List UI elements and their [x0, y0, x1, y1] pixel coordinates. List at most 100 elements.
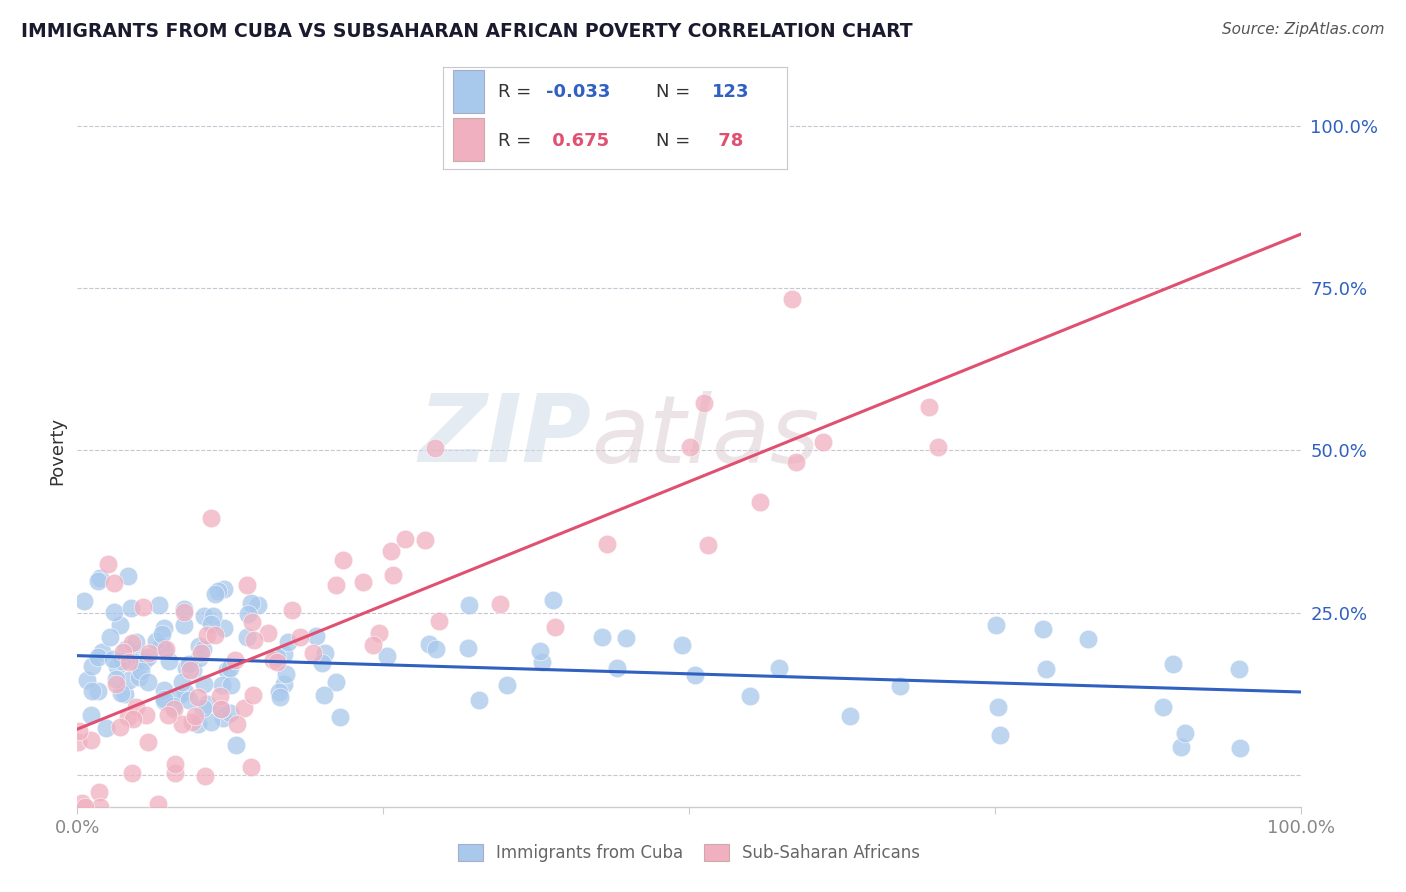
Point: [67, 735, 90, 749]
Point: [103, 575, 125, 590]
Point: [118, 673, 141, 687]
Point: [1229, 740, 1251, 755]
Point: [162, 698, 184, 713]
Point: [153, 692, 176, 706]
Point: [163, 702, 186, 716]
Point: [267, 685, 290, 699]
Point: [368, 626, 391, 640]
Point: [120, 601, 142, 615]
Point: [226, 716, 249, 731]
Point: [121, 765, 143, 780]
Point: [325, 675, 347, 690]
Point: [394, 533, 416, 547]
Point: [117, 710, 139, 724]
Point: [209, 701, 232, 715]
Point: [221, 678, 243, 692]
Point: [987, 700, 1010, 714]
Point: [314, 688, 336, 702]
Point: [73, 800, 96, 814]
Point: [235, 630, 257, 644]
Point: [173, 605, 195, 619]
Point: [110, 686, 132, 700]
Point: [80, 683, 103, 698]
Point: [425, 641, 447, 656]
Point: [183, 709, 205, 723]
Point: [134, 654, 156, 668]
Point: [105, 658, 128, 673]
Point: [110, 720, 132, 734]
Point: [266, 649, 288, 664]
Point: [988, 728, 1011, 742]
Point: [136, 675, 159, 690]
Point: [375, 648, 398, 663]
Point: [87, 684, 110, 698]
Point: [530, 655, 553, 669]
Point: [488, 597, 510, 611]
Point: [145, 634, 167, 648]
Point: [97, 558, 120, 572]
Point: [311, 657, 333, 671]
Point: [277, 635, 299, 649]
Text: Source: ZipAtlas.com: Source: ZipAtlas.com: [1222, 22, 1385, 37]
Point: [768, 661, 790, 675]
Point: [80, 658, 103, 673]
Point: [146, 797, 169, 811]
Point: [195, 697, 218, 711]
Point: [125, 656, 148, 670]
Y-axis label: Poverty: Poverty: [48, 417, 66, 484]
Point: [174, 684, 197, 698]
Point: [211, 678, 233, 692]
Point: [193, 609, 215, 624]
Point: [117, 655, 139, 669]
Point: [209, 702, 232, 716]
Point: [155, 642, 177, 657]
Point: [135, 708, 157, 723]
Point: [543, 620, 565, 634]
Point: [212, 711, 235, 725]
Point: [67, 723, 90, 738]
Point: [136, 650, 159, 665]
Point: [201, 609, 224, 624]
Point: [693, 396, 716, 410]
Point: [183, 663, 205, 677]
Point: [79, 708, 101, 723]
Point: [194, 769, 217, 783]
Point: [98, 630, 121, 644]
Point: [738, 689, 761, 703]
Point: [679, 440, 702, 454]
Point: [152, 642, 174, 657]
Point: [173, 617, 195, 632]
Point: [200, 617, 222, 632]
FancyBboxPatch shape: [453, 118, 484, 161]
Point: [236, 578, 259, 592]
Point: [187, 651, 209, 665]
Point: [117, 569, 139, 583]
Text: -0.033: -0.033: [546, 83, 610, 101]
Point: [103, 605, 125, 619]
Point: [90, 645, 112, 659]
Point: [596, 537, 619, 551]
Point: [1032, 622, 1054, 636]
Point: [302, 647, 325, 661]
Point: [457, 598, 479, 612]
Point: [191, 641, 214, 656]
Point: [87, 649, 110, 664]
Point: [242, 615, 264, 630]
Point: [212, 582, 235, 596]
Point: [780, 292, 803, 306]
Point: [174, 661, 197, 675]
Point: [108, 617, 131, 632]
Point: [177, 693, 200, 707]
Point: [219, 706, 242, 721]
Point: [187, 717, 209, 731]
Point: [105, 677, 128, 691]
Point: [329, 710, 352, 724]
Point: [240, 760, 263, 774]
Point: [785, 454, 807, 468]
Point: [129, 665, 152, 679]
Point: [180, 714, 202, 729]
Point: [1174, 726, 1197, 740]
Point: [187, 640, 209, 654]
Point: [128, 670, 150, 684]
Point: [273, 677, 295, 691]
